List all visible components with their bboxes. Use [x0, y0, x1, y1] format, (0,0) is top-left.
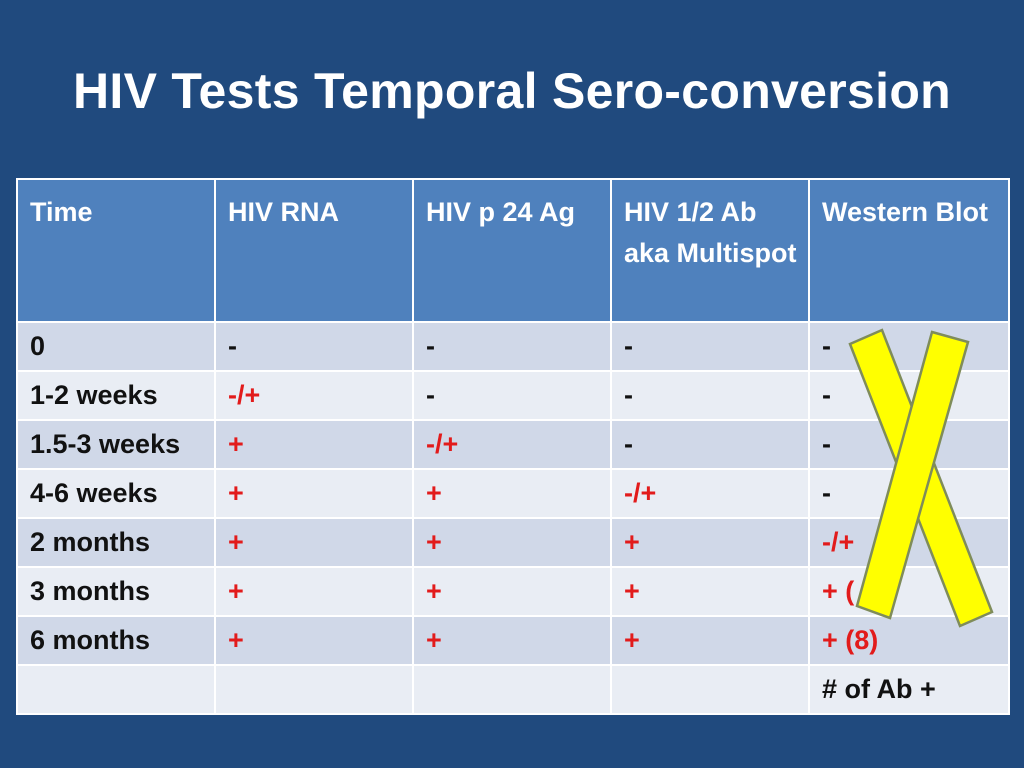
header-p24-ag: HIV p 24 Ag [412, 178, 612, 323]
table-header-row: Time HIV RNA HIV p 24 Ag HIV 1/2 Ab aka … [16, 178, 1010, 323]
cell-hiv-rna [214, 664, 414, 715]
header-hiv-rna: HIV RNA [214, 178, 414, 323]
header-time: Time [16, 178, 216, 323]
cell-western-blot: + ( [808, 566, 1010, 617]
table-row: 6 months + + + + (8) [16, 615, 1010, 666]
cell-hiv-rna: + [214, 468, 414, 519]
cell-multispot: -/+ [610, 468, 810, 519]
cell-multispot: + [610, 615, 810, 666]
table-row: 4-6 weeks + + -/+ - [16, 468, 1010, 519]
cell-western-blot: - [808, 468, 1010, 519]
cell-time: 3 months [16, 566, 216, 617]
table-row: 3 months + + + + ( [16, 566, 1010, 617]
table-row: 1.5-3 weeks + -/+ - - [16, 419, 1010, 470]
cell-time [16, 664, 216, 715]
cell-western-blot: - [808, 321, 1010, 372]
cell-p24-ag: - [412, 370, 612, 421]
header-western-blot: Western Blot [808, 178, 1010, 323]
cell-western-blot: - [808, 370, 1010, 421]
cell-multispot: - [610, 321, 810, 372]
cell-multispot: + [610, 566, 810, 617]
cell-time: 4-6 weeks [16, 468, 216, 519]
cell-p24-ag: + [412, 615, 612, 666]
cell-multispot: - [610, 370, 810, 421]
cell-p24-ag [412, 664, 612, 715]
table-row: 2 months + + + -/+ [16, 517, 1010, 568]
table-row: # of Ab + [16, 664, 1010, 715]
cell-time: 6 months [16, 615, 216, 666]
cell-hiv-rna: + [214, 566, 414, 617]
header-multispot: HIV 1/2 Ab aka Multispot [610, 178, 810, 323]
cell-p24-ag: -/+ [412, 419, 612, 470]
cell-hiv-rna: -/+ [214, 370, 414, 421]
cell-western-blot: # of Ab + [808, 664, 1010, 715]
cell-p24-ag: + [412, 468, 612, 519]
cell-time: 1-2 weeks [16, 370, 216, 421]
cell-multispot: + [610, 517, 810, 568]
cell-p24-ag: + [412, 517, 612, 568]
cell-p24-ag: - [412, 321, 612, 372]
slide-title: HIV Tests Temporal Sero-conversion [72, 63, 952, 119]
cell-western-blot: -/+ [808, 517, 1010, 568]
cell-hiv-rna: + [214, 419, 414, 470]
cell-hiv-rna: - [214, 321, 414, 372]
cell-hiv-rna: + [214, 615, 414, 666]
cell-hiv-rna: + [214, 517, 414, 568]
cell-multispot [610, 664, 810, 715]
cell-western-blot: - [808, 419, 1010, 470]
cell-time: 0 [16, 321, 216, 372]
table-row: 1-2 weeks -/+ - - - [16, 370, 1010, 421]
cell-western-blot: + (8) [808, 615, 1010, 666]
table-row: 0 - - - - [16, 321, 1010, 372]
sero-conversion-table: Time HIV RNA HIV p 24 Ag HIV 1/2 Ab aka … [16, 178, 1010, 715]
cell-time: 1.5-3 weeks [16, 419, 216, 470]
cell-p24-ag: + [412, 566, 612, 617]
cell-multispot: - [610, 419, 810, 470]
cell-time: 2 months [16, 517, 216, 568]
